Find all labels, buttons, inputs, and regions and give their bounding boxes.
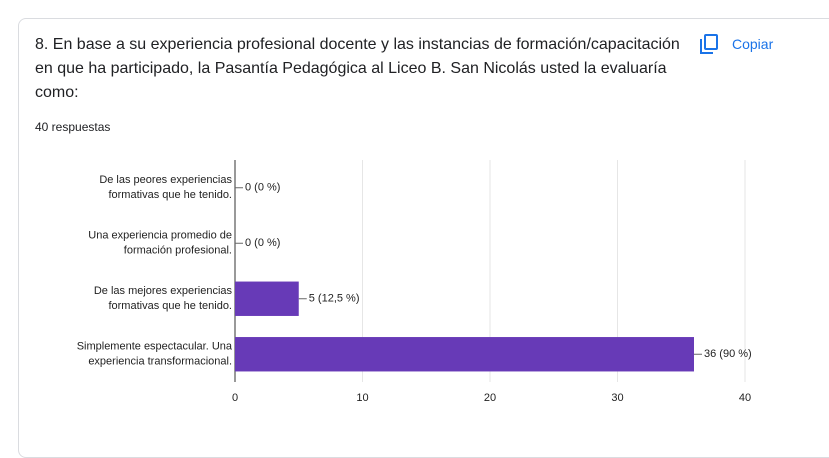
y-tick-label: formativas que he tenido. — [108, 300, 232, 312]
chart: 0 10 20 30 40 De las peores experiencias forma… — [77, 160, 752, 404]
x-tick-label: 30 — [611, 392, 623, 404]
y-tick-label: Una experiencia promedio de — [88, 230, 232, 242]
value-label: 0 (0 %) — [245, 237, 280, 249]
y-tick-label: formativas que he tenido. — [108, 189, 232, 201]
question-title: 8. En base a su experiencia profesional … — [35, 36, 680, 101]
copy-icon — [700, 34, 718, 54]
value-label: 36 (90 %) — [704, 348, 752, 360]
x-tick-label: 0 — [232, 392, 238, 404]
y-tick-label: Simplemente espectacular. Una — [77, 341, 233, 353]
bar — [235, 281, 299, 316]
x-tick-label: 40 — [739, 392, 751, 404]
y-tick-label: De las mejores experiencias — [94, 285, 233, 297]
y-tick-label: experiencia transformacional. — [88, 356, 232, 368]
value-label: 5 (12,5 %) — [309, 293, 360, 305]
copy-label: Copiar — [732, 36, 774, 52]
x-tick-label: 10 — [356, 392, 368, 404]
page: {"header":{"title":"8. En base a su expe… — [18, 18, 829, 458]
bar — [235, 337, 694, 372]
response-count: 40 respuestas — [35, 120, 111, 134]
x-tick-label: 20 — [484, 392, 496, 404]
value-label: 0 (0 %) — [245, 182, 280, 194]
y-tick-label: De las peores experiencias — [99, 174, 232, 186]
copy-button[interactable]: Copiar — [700, 33, 773, 55]
y-tick-label: formación profesional. — [124, 245, 232, 257]
